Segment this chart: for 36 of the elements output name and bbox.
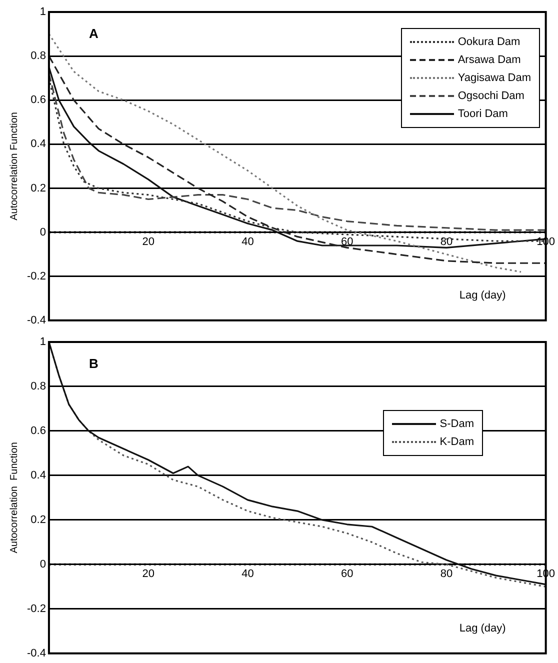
legend-label: Toori Dam <box>458 107 508 122</box>
y-tick-label: -0.4 <box>26 647 46 660</box>
legend-label: Ookura Dam <box>458 35 520 50</box>
x-tick-label: 20 <box>142 236 154 248</box>
y-tick-label: 0.8 <box>30 50 46 62</box>
x-tick-label: 60 <box>340 236 354 248</box>
legend-label: Yagisawa Dam <box>458 71 531 86</box>
y-tick-label: 0.2 <box>30 514 46 526</box>
x-tick-label: 40 <box>242 236 254 248</box>
y-tick-label: 1 <box>40 6 46 18</box>
x-tick-label: 40 <box>242 568 254 580</box>
x-tick-label: 80 <box>440 568 453 580</box>
y-tick-label: 0.6 <box>30 94 46 106</box>
y-tick-label: 0 <box>40 226 46 238</box>
x-axis-title: Lag (day) <box>459 622 506 634</box>
legend-label: K-Dam <box>440 435 474 450</box>
y-tick-label: 0.4 <box>30 138 46 150</box>
annotation: A <box>88 26 99 41</box>
annotation: B <box>88 356 98 371</box>
y-tick-label: 0.2 <box>30 182 46 194</box>
y-tick-label: 0.4 <box>30 469 46 482</box>
x-tick-label: 60 <box>340 568 354 580</box>
y-tick-label: 0.6 <box>30 425 46 438</box>
y-tick-label: 0.8 <box>30 380 46 393</box>
legend-label: S-Dam <box>440 417 474 432</box>
y-tick-label: -0.2 <box>26 270 46 282</box>
y-axis-title: Autocorrelation Function <box>8 112 20 220</box>
x-axis-title: Lag (day) <box>459 289 506 302</box>
y-tick-label: -0.4 <box>26 314 46 326</box>
y-tick-label: 0 <box>40 558 46 570</box>
legend-label: Arsawa Dam <box>458 53 521 68</box>
y-tick-label: -0.2 <box>26 602 46 615</box>
x-tick-label: 20 <box>142 568 154 580</box>
y-axis-title: Autocorrelation Function <box>8 442 20 554</box>
legend-label: Ogsochi Dam <box>458 89 524 104</box>
y-tick-label: 1 <box>40 336 46 348</box>
